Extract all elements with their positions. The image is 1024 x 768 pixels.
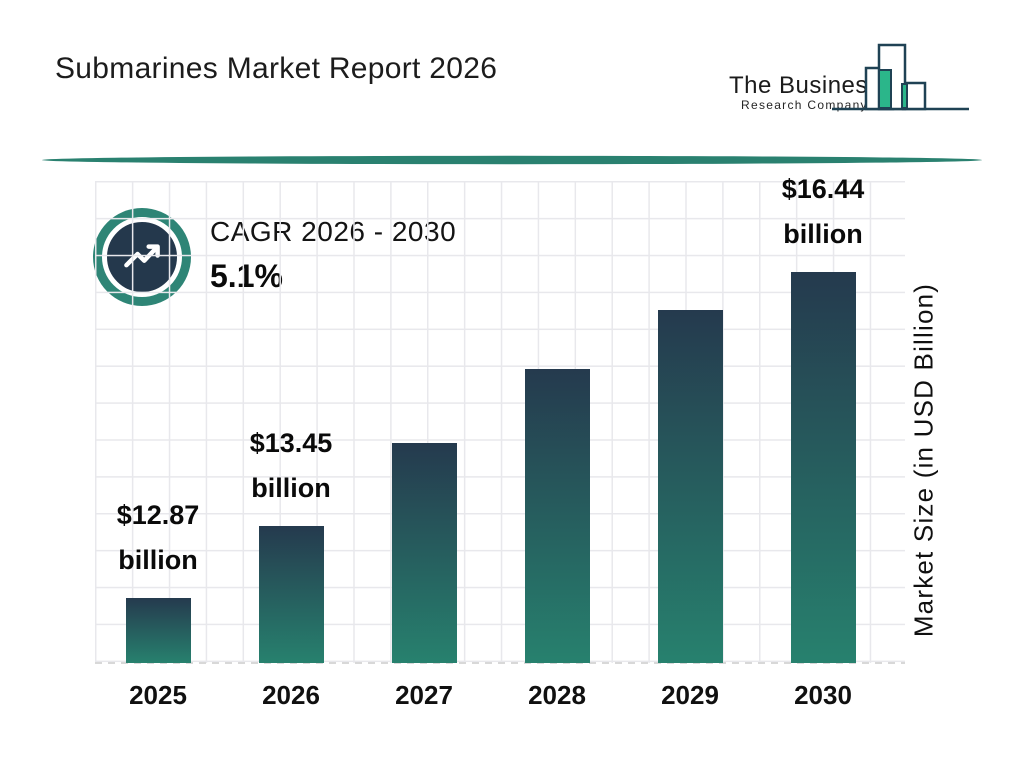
bar-2029 — [657, 310, 723, 663]
bar-value-label-2025: $12.87 billion — [58, 493, 258, 583]
bar-2030 — [790, 272, 856, 663]
x-tick-2029: 2029 — [661, 680, 719, 710]
bar-value-label-line: $16.44 — [781, 174, 865, 204]
bar-2025 — [125, 598, 191, 663]
x-tick-2030: 2030 — [794, 680, 852, 710]
bar-2027 — [391, 443, 457, 663]
x-tick-2025: 2025 — [129, 680, 187, 710]
header-divider — [42, 155, 982, 165]
bar-value-label-line: billion — [783, 219, 863, 249]
bar-2026 — [258, 526, 324, 663]
bar-value-label-line: $12.87 — [116, 500, 200, 530]
bar-value-label-line: billion — [251, 473, 331, 503]
plot-area: $12.87 billion $13.45 billion $16.44 billion — [95, 174, 905, 664]
bar-2028 — [524, 369, 590, 663]
x-axis-baseline — [95, 661, 905, 664]
company-logo: The Business Research Company — [705, 38, 985, 123]
bar-value-label-2026: $13.45 billion — [191, 421, 391, 511]
bar-chart-logo-icon — [832, 43, 969, 111]
x-tick-2026: 2026 — [262, 680, 320, 710]
logo-text-primary: The Business — [729, 72, 881, 99]
x-tick-2028: 2028 — [528, 680, 586, 710]
bar-value-label-line: billion — [118, 545, 198, 575]
page-title: Submarines Market Report 2026 — [55, 52, 498, 85]
bar-value-label-line: $13.45 — [249, 428, 333, 458]
y-axis-label: Market Size (in USD Billion) — [908, 282, 939, 638]
x-tick-2027: 2027 — [395, 680, 453, 710]
bar-value-label-2030: $16.44 billion — [723, 167, 923, 257]
